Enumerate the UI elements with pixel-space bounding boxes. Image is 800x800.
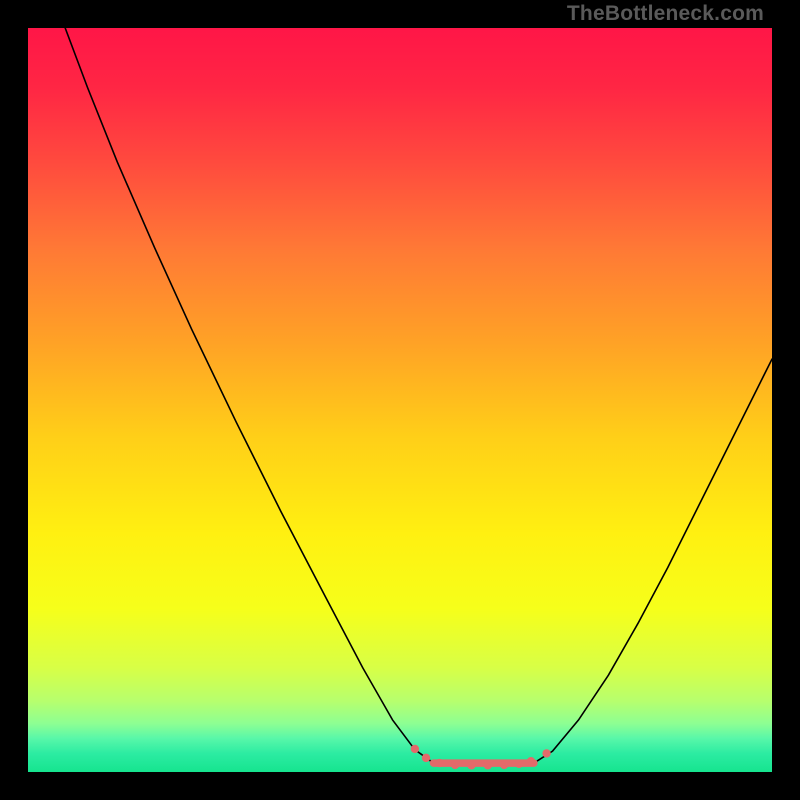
watermark-text: TheBottleneck.com [567, 2, 764, 26]
bottom-marker-dot [484, 761, 492, 769]
bottom-marker-dot [422, 754, 430, 762]
curve-right-branch [534, 359, 772, 763]
curve-layer [28, 28, 772, 772]
bottom-marker-dot [527, 757, 535, 765]
curve-left-branch [65, 28, 433, 763]
bottom-marker-dot [467, 761, 475, 769]
bottom-marker-dot [500, 761, 508, 769]
bottom-marker-dot [451, 761, 459, 769]
bottom-marker-dot [542, 749, 550, 757]
bottom-marker-dot [411, 745, 419, 753]
bottom-marker-dot [435, 759, 443, 767]
bottom-marker-dot [515, 760, 523, 768]
plot-area [28, 28, 772, 772]
